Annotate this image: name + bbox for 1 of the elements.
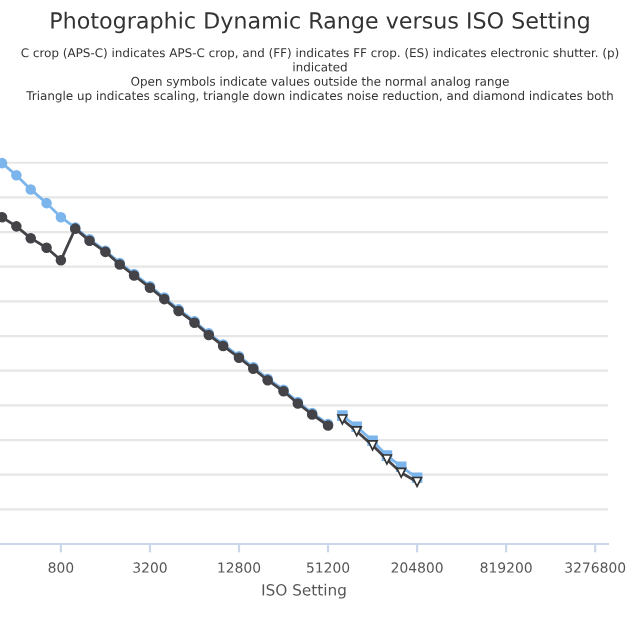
chart-title: Photographic Dynamic Range versus ISO Setting bbox=[51, 11, 589, 34]
